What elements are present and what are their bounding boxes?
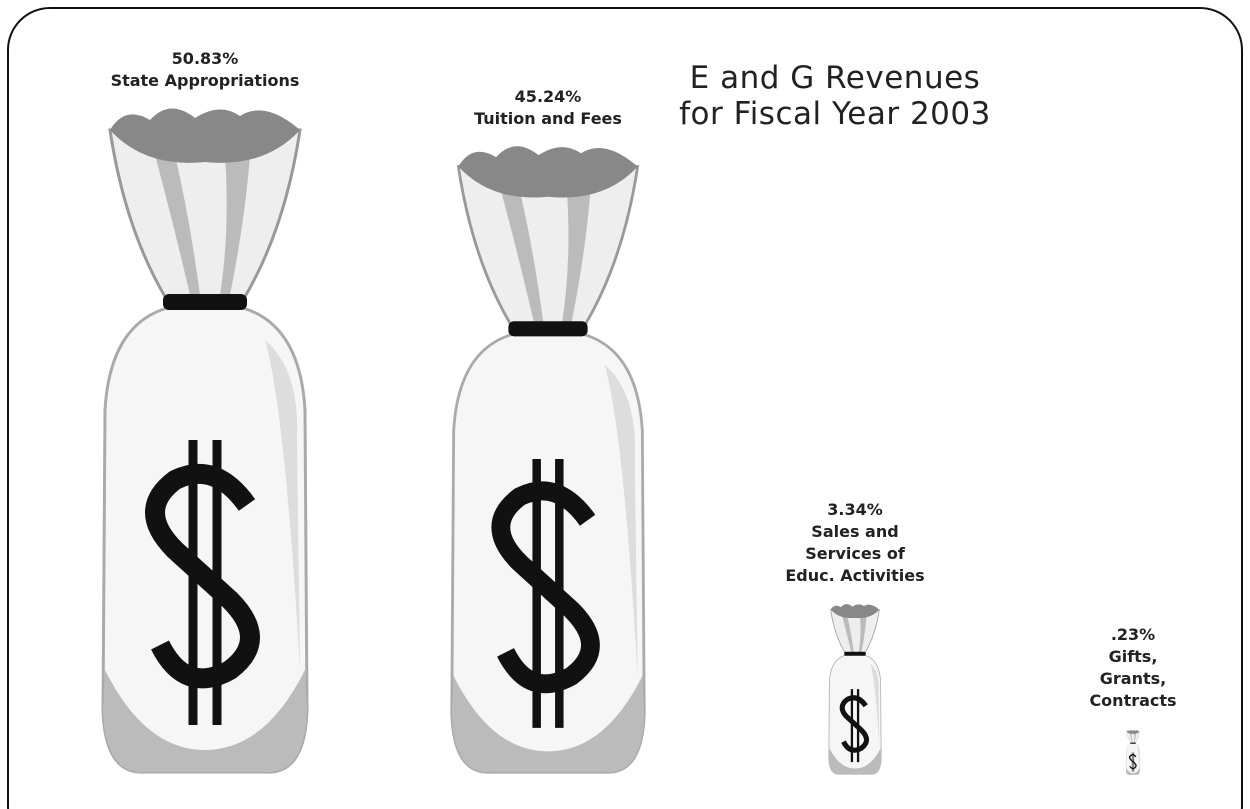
chart-title: E and G Revenues for Fiscal Year 2003: [679, 60, 991, 132]
dollar-bars: [1131, 752, 1135, 772]
category-label: State Appropriations: [110, 71, 300, 90]
bag-shade: [828, 748, 882, 775]
bag-body: [450, 333, 646, 774]
dollar-bars: [850, 689, 860, 763]
bag-shade: [604, 364, 638, 676]
dollar-bars: [532, 458, 564, 728]
bag-tie: [1130, 742, 1136, 744]
value-label: 45.24%: [514, 86, 582, 106]
frame: [7, 7, 1243, 809]
bag-tie: [508, 321, 588, 337]
bag-fold: [842, 616, 867, 652]
bag-label: .23% Gifts, Grants, Contracts: [1013, 624, 1250, 712]
bag-fold: [1129, 733, 1137, 743]
bag-top: [110, 108, 300, 163]
money-bag: [450, 146, 646, 774]
bag-tie: [844, 651, 866, 656]
value-label: .23%: [1110, 625, 1156, 645]
bag-top: [1126, 730, 1140, 734]
value-label: 50.83%: [171, 49, 239, 68]
money-bag: [101, 108, 309, 774]
bag-tie: [163, 294, 247, 310]
category-label: Gifts, Grants, Contracts: [1089, 647, 1177, 711]
money-bag: [828, 604, 882, 775]
bag-label: 3.34% Sales and Services of Educ. Activit…: [735, 499, 975, 587]
bag-shade: [103, 670, 307, 773]
bag-shade: [870, 663, 880, 749]
category-label: Sales and Services of Educ. Activities: [785, 521, 925, 585]
bag-label: 45.24% Tuition and Fees: [428, 86, 668, 130]
bag-label: 50.83% State Appropriations: [85, 48, 325, 92]
bag-fold: [155, 155, 250, 295]
bag-shade: [451, 675, 645, 773]
money-bag: [1126, 730, 1140, 775]
bag-shade: [1137, 745, 1140, 768]
dollar-bars: [188, 440, 222, 725]
bag-fold: [500, 190, 591, 323]
bag-top: [830, 604, 880, 619]
value-label: 3.34%: [827, 499, 883, 519]
bag-shade: [1126, 767, 1140, 775]
bag-top: [458, 146, 638, 198]
bag-body: [1126, 743, 1140, 775]
category-label: Tuition and Fees: [474, 108, 622, 128]
bag-shade: [265, 340, 300, 670]
